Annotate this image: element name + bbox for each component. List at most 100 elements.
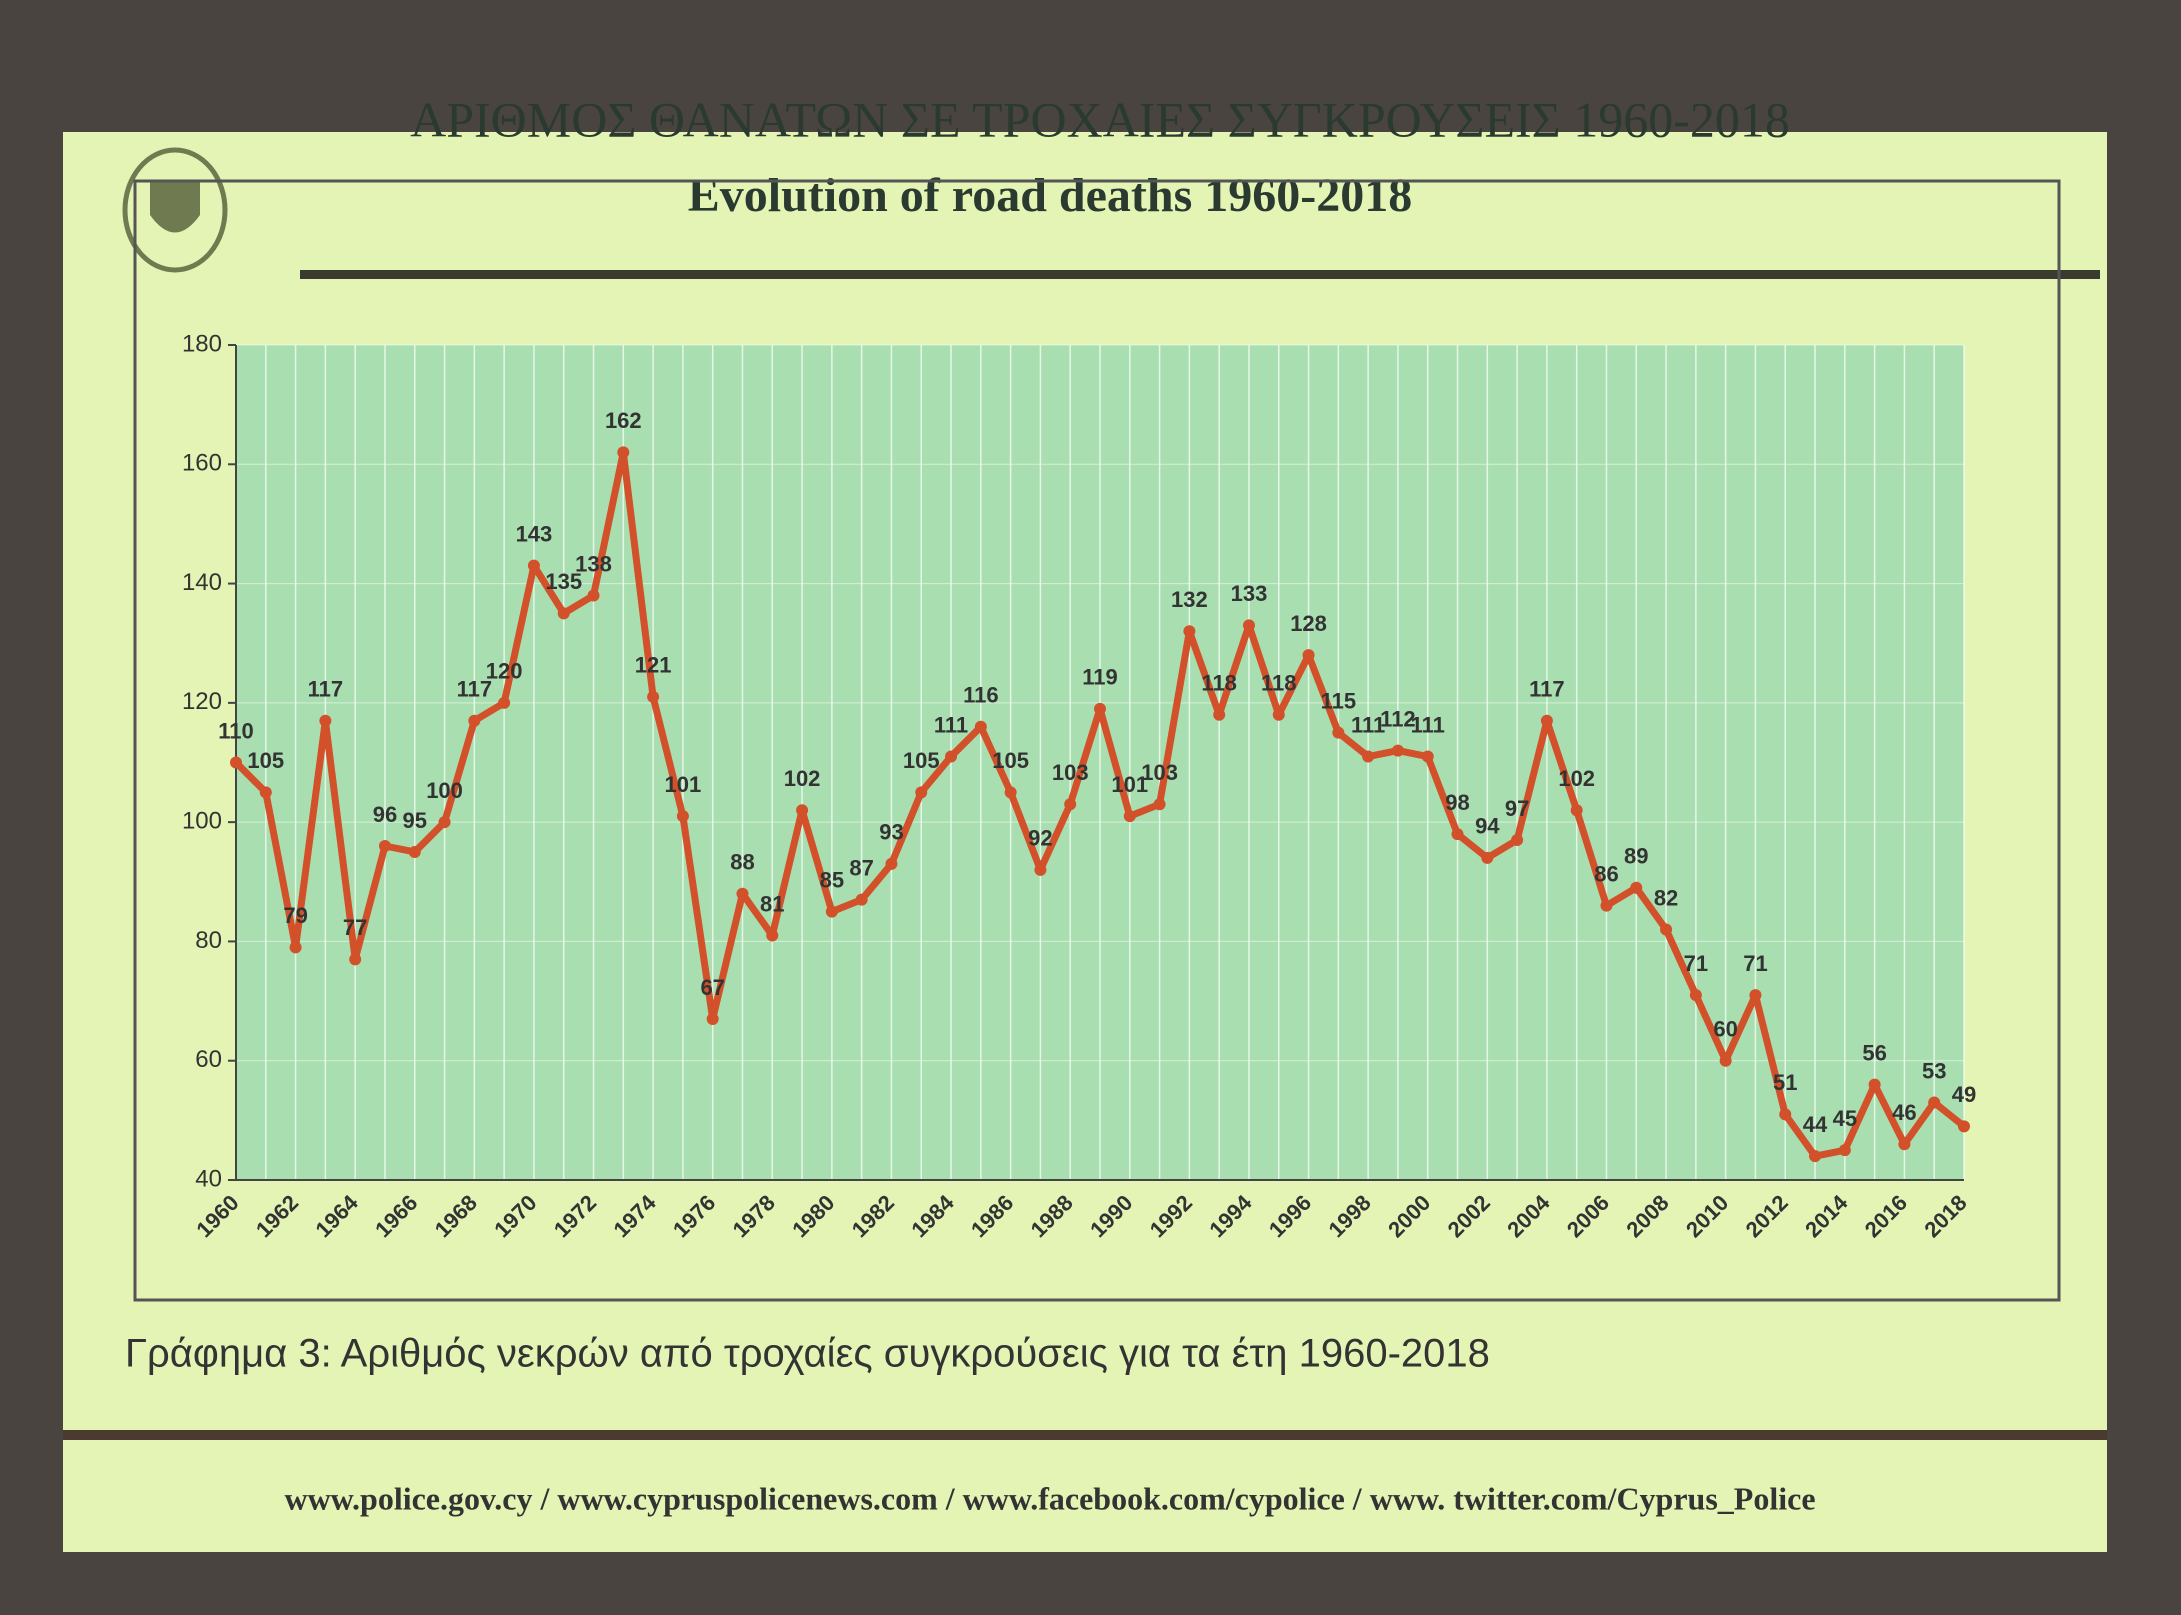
data-point: [1332, 726, 1345, 739]
y-tick-label: 140: [182, 569, 222, 596]
data-label: 138: [575, 551, 612, 576]
chart-subtitle: Evolution of road deaths 1960-2018: [688, 169, 1413, 222]
data-point: [1094, 702, 1106, 715]
data-label: 132: [1171, 587, 1208, 612]
data-point: [1451, 828, 1464, 841]
data-point: [1034, 863, 1047, 876]
data-point: [1689, 989, 1702, 1002]
data-label: 101: [665, 772, 702, 797]
data-point: [230, 756, 242, 769]
data-point: [676, 810, 689, 823]
data-point: [1838, 1144, 1851, 1157]
data-label: 79: [283, 903, 307, 928]
data-label: 135: [545, 569, 582, 594]
data-point: [1898, 1138, 1911, 1151]
footer-rule: [63, 1430, 2107, 1440]
data-point: [1570, 804, 1583, 817]
data-label: 117: [1529, 677, 1565, 702]
data-label: 77: [343, 915, 367, 940]
data-label: 162: [605, 408, 642, 433]
data-point: [1540, 714, 1553, 727]
data-label: 118: [1201, 671, 1237, 696]
data-label: 94: [1475, 814, 1500, 839]
data-label: 105: [903, 748, 940, 773]
data-label: 86: [1594, 861, 1618, 886]
logo: [122, 147, 228, 273]
data-point: [1511, 834, 1524, 847]
data-label: 82: [1654, 885, 1678, 910]
data-label: 60: [1713, 1017, 1737, 1042]
data-point: [1272, 708, 1285, 721]
data-label: 97: [1505, 796, 1529, 821]
data-label: 67: [700, 975, 724, 1000]
data-point: [885, 857, 898, 870]
data-point: [1779, 1108, 1792, 1121]
data-label: 128: [1290, 611, 1327, 636]
data-point: [736, 887, 749, 900]
data-point: [974, 720, 987, 733]
data-point: [1391, 744, 1404, 757]
data-point: [1928, 1096, 1941, 1109]
data-label: 112: [1380, 706, 1416, 731]
data-point: [796, 804, 809, 817]
data-point: [1421, 750, 1434, 763]
data-label: 49: [1952, 1082, 1976, 1107]
data-label: 44: [1803, 1112, 1828, 1137]
data-label: 95: [403, 808, 427, 833]
data-point: [825, 905, 838, 918]
title-rule: [300, 270, 2100, 279]
data-point: [617, 446, 630, 459]
data-label: 143: [516, 521, 553, 546]
data-label: 120: [486, 659, 523, 684]
data-point: [706, 1012, 719, 1025]
data-label: 71: [1684, 951, 1708, 976]
data-label: 45: [1833, 1106, 1857, 1131]
data-point: [1481, 851, 1494, 864]
data-point: [1123, 810, 1136, 823]
data-label: 117: [308, 677, 344, 702]
data-label: 81: [760, 891, 784, 916]
data-label: 116: [963, 683, 999, 708]
footer: www.police.gov.cy / www.cypruspolicenews…: [284, 1480, 1815, 1516]
data-label: 115: [1321, 688, 1357, 713]
data-label: 118: [1261, 671, 1297, 696]
data-label: 56: [1862, 1040, 1886, 1065]
data-point: [527, 559, 540, 572]
data-point: [1958, 1120, 1970, 1133]
data-label: 89: [1624, 844, 1648, 869]
data-point: [915, 786, 928, 799]
data-label: 111: [934, 712, 968, 737]
data-label: 102: [784, 766, 821, 791]
data-point: [1004, 786, 1017, 799]
data-label: 102: [1558, 766, 1595, 791]
data-label: 53: [1922, 1058, 1946, 1083]
data-point: [1660, 923, 1673, 936]
data-label: 117: [457, 677, 493, 702]
caption: Γράφημα 3: Αριθμός νεκρών από τροχαίες σ…: [125, 1332, 1490, 1376]
data-point: [1064, 798, 1077, 811]
data-point: [259, 786, 272, 799]
data-label: 100: [426, 778, 463, 803]
data-point: [1809, 1150, 1822, 1163]
data-point: [1153, 798, 1166, 811]
data-label: 133: [1231, 581, 1268, 606]
y-tick-label: 80: [195, 927, 222, 954]
data-point: [319, 714, 332, 727]
data-point: [349, 953, 362, 966]
data-label: 103: [1141, 760, 1178, 785]
data-point: [1719, 1054, 1732, 1067]
data-point: [378, 840, 391, 852]
y-tick-label: 100: [182, 807, 222, 834]
data-label: 105: [247, 748, 284, 773]
data-point: [557, 607, 570, 620]
data-label: 93: [879, 820, 903, 845]
data-label: 121: [635, 653, 672, 678]
data-point: [468, 714, 481, 727]
data-label: 87: [849, 855, 873, 880]
data-point: [498, 696, 511, 709]
data-point: [587, 589, 600, 602]
y-tick-label: 60: [195, 1046, 222, 1073]
data-label: 46: [1892, 1100, 1916, 1125]
data-label: 51: [1773, 1070, 1797, 1095]
